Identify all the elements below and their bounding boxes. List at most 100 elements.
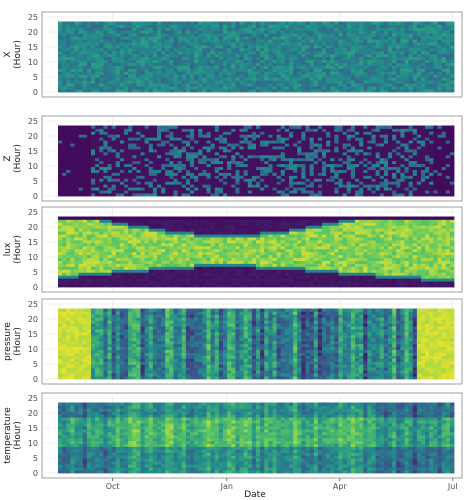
- heatmap-cell: [70, 237, 75, 241]
- heatmap-cell: [148, 86, 154, 90]
- heatmap-cell: [289, 125, 294, 129]
- heatmap-cell: [289, 184, 294, 188]
- heatmap-cell: [210, 62, 216, 66]
- heatmap-cell: [297, 172, 302, 176]
- heatmap-cell: [235, 178, 240, 182]
- heatmap-cell: [119, 134, 125, 138]
- heatmap-cell: [136, 140, 141, 144]
- heatmap-cell: [136, 163, 141, 168]
- heatmap-cell: [227, 128, 232, 132]
- heatmap-cell: [400, 143, 405, 147]
- heatmap-cell: [243, 125, 249, 129]
- heatmap-cell: [107, 143, 113, 147]
- heatmap-cell: [78, 234, 84, 238]
- heatmap-cell: [309, 169, 315, 173]
- heatmap-cell: [152, 154, 158, 159]
- heatmap-cell: [396, 140, 401, 144]
- heatmap-cell: [400, 50, 405, 55]
- heatmap-cell: [62, 143, 67, 147]
- heatmap-cell: [396, 128, 401, 132]
- heatmap-cell: [86, 42, 92, 46]
- heatmap-cell: [66, 77, 71, 81]
- heatmap-cell: [400, 33, 405, 37]
- heatmap-cell: [148, 193, 154, 197]
- heatmap-cell: [177, 39, 183, 43]
- heatmap-cell: [231, 71, 236, 75]
- heatmap-cell: [359, 45, 364, 49]
- heatmap-cell: [173, 83, 179, 87]
- heatmap-cell: [99, 80, 104, 84]
- heatmap-cell: [78, 284, 84, 288]
- heatmap-cell: [350, 184, 356, 188]
- heatmap-cell: [148, 134, 154, 138]
- heatmap-cell: [437, 169, 443, 173]
- heatmap-cell: [218, 140, 224, 144]
- heatmap-cell: [86, 216, 92, 220]
- heatmap-cell: [375, 86, 381, 90]
- heatmap-cell: [367, 187, 372, 191]
- heatmap-cell: [309, 151, 315, 156]
- heatmap-cell: [218, 71, 224, 75]
- heatmap-cell: [107, 149, 113, 153]
- heatmap-cell: [416, 172, 422, 176]
- heatmap-cell: [408, 190, 414, 194]
- heatmap-cell: [223, 157, 228, 162]
- heatmap-cell: [379, 74, 385, 78]
- heatmap-cell: [404, 193, 410, 197]
- heatmap-cell: [210, 190, 216, 194]
- heatmap-cell: [379, 71, 385, 75]
- heatmap-cell: [124, 172, 129, 176]
- heatmap-cell: [140, 146, 146, 150]
- heatmap-cell: [58, 278, 63, 282]
- heatmap-cell: [202, 24, 207, 28]
- heatmap-cell: [359, 169, 364, 173]
- heatmap-cell: [198, 137, 203, 141]
- heatmap-cell: [140, 77, 146, 81]
- heatmap-cell: [400, 146, 405, 150]
- heatmap-cell: [128, 146, 133, 150]
- heatmap-cell: [293, 175, 298, 179]
- heatmap-cell: [272, 187, 278, 191]
- heatmap-cell: [152, 80, 158, 84]
- heatmap-cell: [272, 53, 278, 58]
- heatmap-cell: [78, 281, 84, 285]
- heatmap-cell: [202, 45, 207, 49]
- heatmap-cell: [165, 184, 170, 188]
- heatmap-cell: [86, 163, 92, 168]
- heatmap-cell: [268, 77, 273, 81]
- heatmap-cell: [235, 59, 240, 64]
- heatmap-cell: [421, 193, 426, 197]
- heatmap-cell: [194, 137, 199, 141]
- heatmap-cell: [396, 175, 401, 179]
- heatmap-cell: [425, 83, 430, 87]
- heatmap-cell: [412, 42, 418, 46]
- heatmap-cell: [144, 151, 150, 156]
- heatmap-cell: [297, 68, 302, 72]
- heatmap-cell: [107, 260, 113, 264]
- heatmap-cell: [185, 36, 191, 40]
- heatmap-cell: [383, 131, 389, 135]
- heatmap-cell: [115, 140, 121, 144]
- heatmap-cell: [317, 131, 323, 135]
- heatmap-cell: [66, 50, 71, 55]
- heatmap-cell: [330, 125, 335, 129]
- heatmap-cell: [74, 21, 80, 25]
- heatmap-cell: [388, 71, 393, 75]
- heatmap-cell: [177, 45, 183, 49]
- heatmap-cell: [367, 24, 372, 28]
- heatmap-cell: [449, 27, 455, 31]
- heatmap-cell: [243, 146, 249, 150]
- heatmap-cell: [301, 187, 306, 191]
- heatmap-cell: [421, 56, 426, 61]
- heatmap-cell: [136, 178, 141, 182]
- heatmap-cell: [214, 59, 220, 64]
- heatmap-cell: [326, 154, 331, 159]
- heatmap-cell: [239, 140, 245, 144]
- heatmap-cell: [206, 83, 212, 87]
- heatmap-cell: [363, 131, 368, 135]
- heatmap-cell: [58, 62, 63, 66]
- heatmap-cell: [251, 157, 257, 162]
- heatmap-cell: [342, 27, 348, 31]
- heatmap-cell: [128, 68, 133, 72]
- heatmap-cell: [371, 172, 377, 176]
